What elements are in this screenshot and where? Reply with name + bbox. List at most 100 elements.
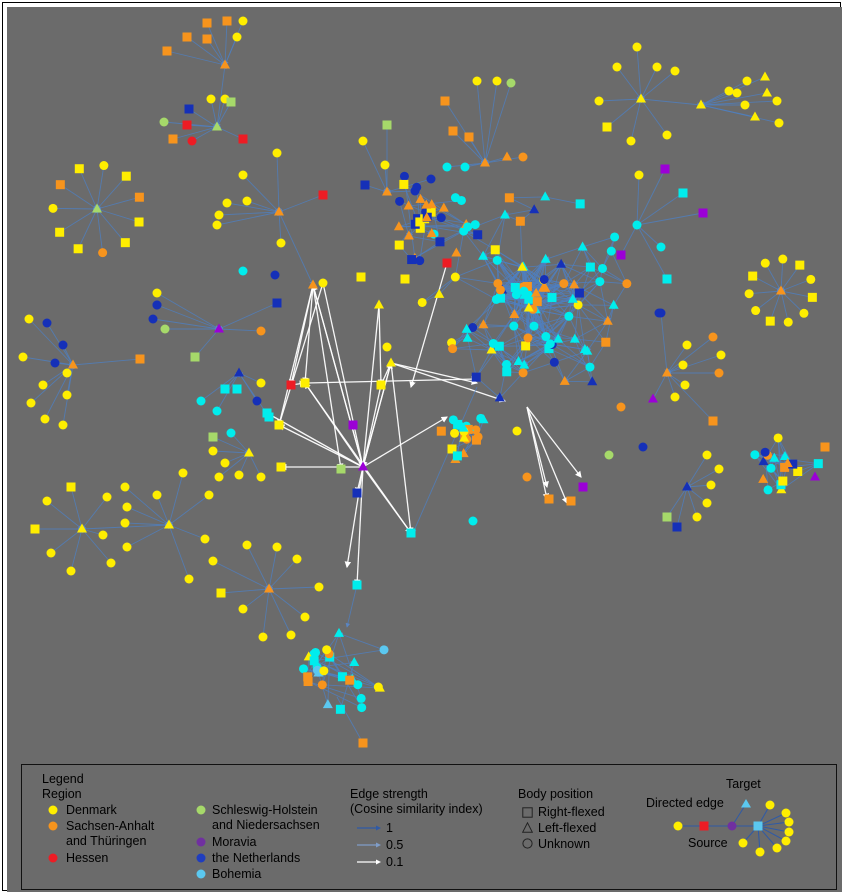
- node-unknown: [773, 433, 783, 443]
- network-edge: [218, 209, 280, 216]
- node-unknown: [148, 314, 158, 324]
- node-left-flexed: [540, 253, 551, 263]
- node-left-flexed: [415, 193, 426, 203]
- network-edge: [598, 96, 642, 102]
- node-right-flexed: [121, 171, 131, 181]
- node-unknown: [238, 170, 248, 180]
- network-edge: [535, 258, 547, 294]
- node-left-flexed: [648, 393, 658, 403]
- node-left-flexed: [779, 451, 790, 461]
- node-right-flexed: [463, 424, 473, 434]
- network-edge: [463, 230, 484, 257]
- network-edge: [186, 36, 226, 66]
- node-unknown: [518, 152, 528, 162]
- node-unknown: [357, 703, 367, 713]
- node-unknown: [472, 76, 482, 86]
- node-unknown: [40, 414, 50, 424]
- network-edge: [630, 98, 643, 142]
- node-unknown: [252, 396, 262, 406]
- network-canvas: Legend Region Denmark Sachsen-Anhalt and…: [7, 7, 842, 892]
- node-right-flexed: [793, 466, 803, 476]
- triangle-icon: [522, 822, 533, 833]
- node-unknown: [760, 258, 770, 268]
- node-right-flexed: [672, 522, 682, 532]
- body-position-title: Body position: [518, 787, 594, 801]
- network-edge: [686, 454, 708, 488]
- node-left-flexed: [523, 302, 534, 312]
- node-unknown: [436, 213, 446, 223]
- node-unknown: [778, 254, 788, 264]
- network-edge: [70, 486, 84, 530]
- node-unknown: [468, 516, 478, 526]
- network-edge: [483, 80, 498, 164]
- node-unknown: [382, 342, 392, 352]
- network-edge: [513, 325, 526, 366]
- network-edge: [218, 452, 250, 478]
- node-left-flexed: [540, 282, 551, 292]
- node-left-flexed: [769, 452, 780, 462]
- node-left-flexed: [421, 212, 432, 222]
- node-unknown: [24, 314, 34, 324]
- node-right-flexed: [182, 120, 192, 130]
- network-edge: [277, 282, 324, 427]
- node-unknown: [634, 170, 644, 180]
- network-edge: [276, 152, 282, 213]
- network-edge: [409, 262, 448, 389]
- node-unknown: [470, 220, 480, 230]
- node-left-flexed: [553, 333, 564, 343]
- node-unknown: [716, 350, 726, 360]
- network-edge: [599, 281, 610, 323]
- network-edge: [764, 262, 782, 292]
- node-unknown: [208, 556, 218, 566]
- node-unknown: [702, 498, 712, 508]
- node-unknown: [270, 270, 280, 280]
- node-left-flexed: [220, 59, 230, 69]
- node-right-flexed: [494, 341, 504, 351]
- node-unknown: [258, 632, 268, 642]
- node-right-flexed: [135, 354, 145, 364]
- node-left-flexed: [569, 333, 580, 343]
- node-right-flexed: [795, 260, 805, 270]
- node-left-flexed: [662, 367, 672, 377]
- network-edge: [752, 275, 782, 292]
- node-left-flexed: [382, 186, 392, 196]
- node-unknown: [226, 428, 236, 438]
- network-edge: [96, 208, 126, 243]
- network-edge: [212, 560, 270, 590]
- network-edge: [545, 196, 581, 206]
- network-edge: [780, 289, 813, 298]
- network-edge: [81, 528, 112, 564]
- node-left-flexed: [426, 228, 437, 238]
- node-left-flexed: [519, 359, 530, 369]
- network-edge: [362, 140, 388, 193]
- node-unknown: [256, 326, 266, 336]
- node-right-flexed: [602, 122, 612, 132]
- network-edge: [666, 486, 688, 518]
- network-edge: [166, 50, 226, 67]
- network-edge: [636, 212, 704, 227]
- node-right-flexed: [407, 255, 417, 265]
- network-edge: [81, 496, 108, 530]
- network-edge: [212, 450, 250, 456]
- node-left-flexed: [322, 699, 333, 709]
- network-edge: [533, 325, 555, 363]
- node-right-flexed: [585, 262, 595, 272]
- node-right-flexed: [442, 258, 452, 268]
- node-right-flexed: [30, 524, 40, 534]
- node-unknown: [604, 450, 614, 460]
- node-unknown: [495, 285, 505, 295]
- network-edge: [206, 22, 226, 66]
- network-edge: [508, 195, 546, 200]
- network-edge: [306, 375, 479, 384]
- network-edge: [124, 486, 170, 526]
- node-unknown: [549, 357, 559, 367]
- node-left-flexed: [569, 279, 580, 289]
- node-right-flexed: [400, 274, 410, 284]
- network-edge: [568, 315, 609, 324]
- network-edge: [307, 681, 362, 700]
- node-unknown: [539, 274, 549, 284]
- node-unknown: [626, 136, 636, 146]
- node-unknown: [742, 76, 752, 86]
- node-left-flexed: [164, 519, 174, 529]
